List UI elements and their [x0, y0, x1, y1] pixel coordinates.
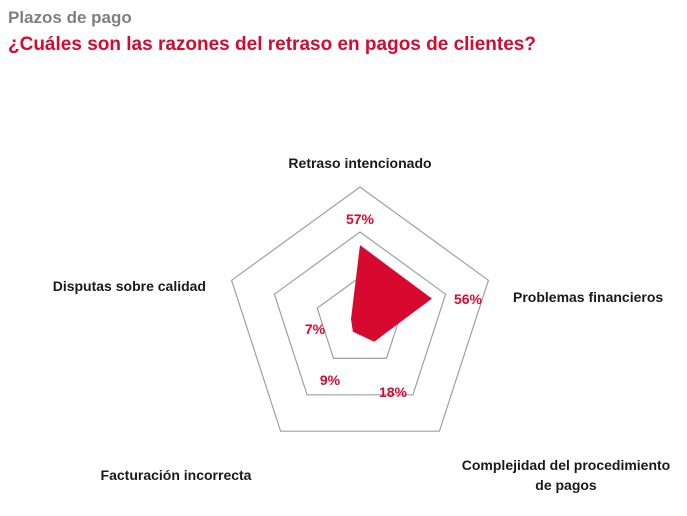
data-polygon — [351, 245, 432, 342]
value-label-retraso-intencionado: 57% — [345, 211, 375, 227]
grid-ring — [273, 231, 447, 396]
axis-label-facturacion-incorrecta: Facturación incorrecta — [100, 467, 252, 483]
axis-label-disputas-calidad: Disputas sobre calidad — [52, 278, 206, 294]
value-label-complejidad-procedimiento: 18% — [378, 384, 408, 400]
value-label-facturacion-incorrecta: 9% — [319, 372, 341, 388]
chart-kicker: Plazos de pago — [8, 8, 132, 27]
axis-label-complejidad-procedimiento: Complejidad del procedimiento de pagos — [461, 457, 671, 494]
value-label-disputas-calidad: 7% — [304, 321, 326, 337]
axis-label-problemas-financieros: Problemas financieros — [513, 289, 664, 305]
value-label-problemas-financieros: 56% — [453, 291, 483, 307]
chart-title: ¿Cuáles son las razones del retraso en p… — [8, 34, 536, 55]
axis-label-retraso-intencionado: Retraso intencionado — [288, 155, 432, 171]
grid-ring — [230, 186, 490, 432]
